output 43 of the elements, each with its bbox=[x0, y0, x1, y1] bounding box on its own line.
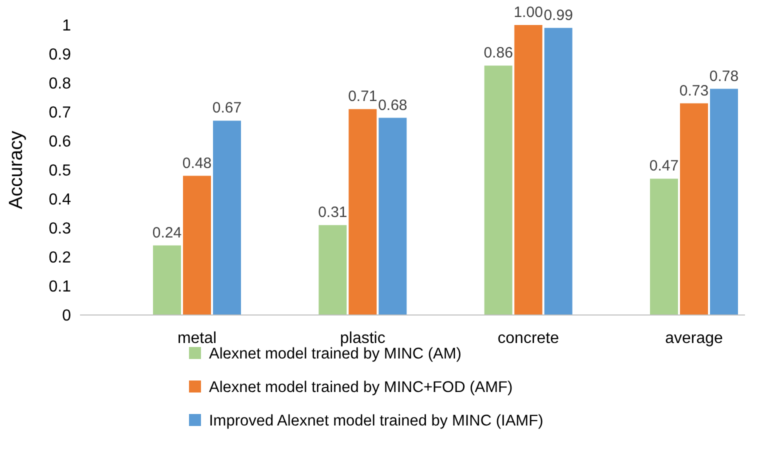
y-tick-label: 0.9 bbox=[48, 46, 72, 64]
x-tick-label: concrete bbox=[498, 330, 560, 347]
bar bbox=[710, 88, 738, 315]
x-tick-label: average bbox=[665, 330, 724, 347]
bar bbox=[183, 176, 211, 315]
y-tick-label: 0.6 bbox=[48, 134, 72, 151]
data-label: 0.99 bbox=[544, 6, 573, 24]
data-label: 0.48 bbox=[182, 154, 212, 172]
legend-label: Improved Alexnet model trained by MINC (IAMF) bbox=[209, 412, 544, 430]
data-label: 0.86 bbox=[484, 44, 513, 62]
bar bbox=[348, 109, 377, 315]
bar bbox=[318, 225, 347, 315]
bar bbox=[650, 178, 678, 315]
data-label: 0.71 bbox=[348, 88, 378, 106]
bar bbox=[378, 118, 407, 315]
y-tick-label: 0.2 bbox=[48, 250, 72, 267]
legend-label: Alexnet model trained by MINC+FOD (AMF) bbox=[209, 378, 513, 396]
data-label: 0.78 bbox=[709, 68, 739, 85]
legend-label: Alexnet model trained by MINC (AM) bbox=[209, 345, 462, 362]
data-label: 0.24 bbox=[152, 224, 182, 242]
x-tick-label: plastic bbox=[340, 330, 386, 347]
y-tick-label: 0.5 bbox=[48, 162, 72, 180]
data-label: 0.47 bbox=[649, 158, 679, 175]
y-tick-label: 0.7 bbox=[48, 104, 72, 122]
y-axis-title: Accuracy bbox=[6, 130, 27, 210]
y-tick-label: 0 bbox=[62, 308, 72, 325]
data-label: 0.31 bbox=[318, 204, 348, 222]
bar bbox=[544, 28, 572, 315]
bar bbox=[153, 245, 181, 315]
y-tick-label: 0.8 bbox=[48, 76, 72, 93]
y-tick-label: 0.1 bbox=[48, 278, 72, 296]
x-tick-label: metal bbox=[177, 330, 217, 347]
bar bbox=[680, 103, 708, 315]
data-label: 0.67 bbox=[212, 100, 242, 117]
data-label: 0.73 bbox=[679, 82, 709, 100]
y-tick-label: 1 bbox=[62, 18, 72, 35]
bar bbox=[484, 66, 512, 315]
bar bbox=[514, 25, 542, 315]
data-label: 0.68 bbox=[378, 96, 408, 114]
y-tick-label: 0.4 bbox=[48, 192, 72, 209]
bar bbox=[213, 120, 241, 315]
data-label: 1.00 bbox=[514, 4, 543, 21]
y-tick-label: 0.3 bbox=[48, 220, 72, 238]
